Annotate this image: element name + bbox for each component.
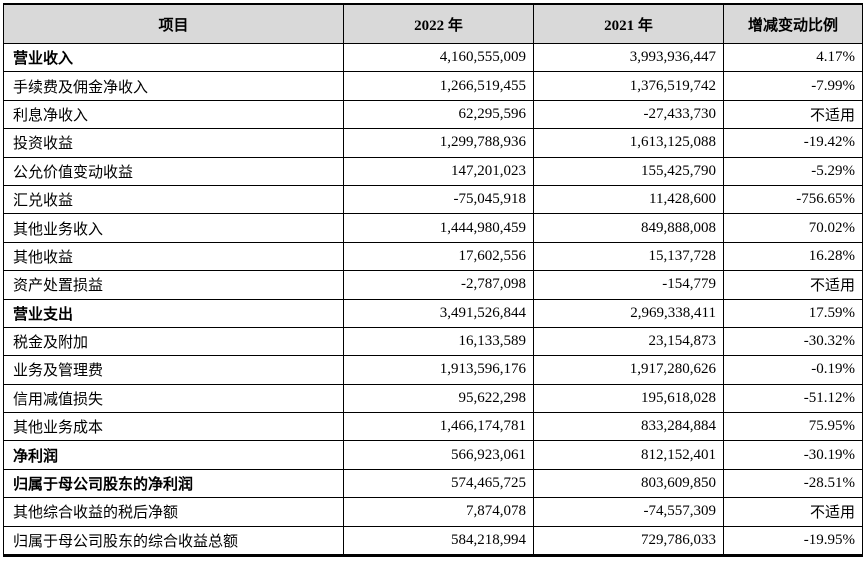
table-row: 其他收益 17,602,556 15,137,728 16.28% xyxy=(3,241,863,272)
value-2022: 1,913,596,176 xyxy=(343,355,534,385)
value-2021: 833,284,884 xyxy=(533,412,724,442)
row-label: 归属于母公司股东的综合收益总额 xyxy=(3,525,344,557)
change-ratio: -19.95% xyxy=(723,525,863,557)
value-2021: 2,969,338,411 xyxy=(533,298,724,328)
value-2021: 15,137,728 xyxy=(533,241,724,272)
change-ratio: 不适用 xyxy=(723,497,863,527)
value-2022: 16,133,589 xyxy=(343,326,534,357)
value-2022: 584,218,994 xyxy=(343,525,534,557)
table-row: 手续费及佣金净收入 1,266,519,455 1,376,519,742 -7… xyxy=(3,71,863,101)
row-label: 税金及附加 xyxy=(3,326,344,357)
table-row: 其他业务收入 1,444,980,459 849,888,008 70.02% xyxy=(3,213,863,243)
change-ratio: 17.59% xyxy=(723,298,863,328)
value-2021: 23,154,873 xyxy=(533,326,724,357)
row-label: 归属于母公司股东的净利润 xyxy=(3,468,344,499)
header-row: 项目 2022 年 2021 年 增减变动比例 xyxy=(3,3,863,44)
value-2021: 3,993,936,447 xyxy=(533,42,724,73)
change-ratio: -30.32% xyxy=(723,326,863,357)
value-2021: 803,609,850 xyxy=(533,468,724,499)
financial-results-table: 项目 2022 年 2021 年 增减变动比例 营业收入 4,160,555,0… xyxy=(3,3,863,558)
value-2021: 849,888,008 xyxy=(533,213,724,243)
row-label: 营业收入 xyxy=(3,42,344,73)
value-2021: 155,425,790 xyxy=(533,156,724,186)
value-2022: 147,201,023 xyxy=(343,156,534,186)
value-2022: 566,923,061 xyxy=(343,440,534,470)
table-row: 归属于母公司股东的综合收益总额 584,218,994 729,786,033 … xyxy=(3,525,863,557)
value-2022: 4,160,555,009 xyxy=(343,42,534,73)
table-row: 信用减值损失 95,622,298 195,618,028 -51.12% xyxy=(3,383,863,414)
table-row: 资产处置损益 -2,787,098 -154,779 不适用 xyxy=(3,270,863,300)
header-change-ratio: 增减变动比例 xyxy=(723,3,863,44)
row-label: 营业支出 xyxy=(3,298,344,328)
value-2022: -2,787,098 xyxy=(343,270,534,300)
value-2022: 1,466,174,781 xyxy=(343,412,534,442)
table-row: 营业支出 3,491,526,844 2,969,338,411 17.59% xyxy=(3,298,863,328)
row-label: 其他收益 xyxy=(3,241,344,272)
change-ratio: -5.29% xyxy=(723,156,863,186)
change-ratio: -0.19% xyxy=(723,355,863,385)
value-2022: 62,295,596 xyxy=(343,99,534,130)
table-row: 净利润 566,923,061 812,152,401 -30.19% xyxy=(3,440,863,470)
change-ratio: 不适用 xyxy=(723,99,863,130)
table-row: 其他综合收益的税后净额 7,874,078 -74,557,309 不适用 xyxy=(3,497,863,527)
value-2022: 1,444,980,459 xyxy=(343,213,534,243)
change-ratio: -756.65% xyxy=(723,184,863,215)
value-2021: -154,779 xyxy=(533,270,724,300)
table-row: 利息净收入 62,295,596 -27,433,730 不适用 xyxy=(3,99,863,130)
change-ratio: -30.19% xyxy=(723,440,863,470)
change-ratio: -7.99% xyxy=(723,71,863,101)
header-year-2021: 2021 年 xyxy=(533,3,724,44)
value-2021: 1,613,125,088 xyxy=(533,128,724,158)
header-year-2022: 2022 年 xyxy=(343,3,534,44)
value-2021: 11,428,600 xyxy=(533,184,724,215)
table-body: 营业收入 4,160,555,009 3,993,936,447 4.17% 手… xyxy=(3,42,863,557)
value-2022: 95,622,298 xyxy=(343,383,534,414)
change-ratio: 4.17% xyxy=(723,42,863,73)
table-row: 其他业务成本 1,466,174,781 833,284,884 75.95% xyxy=(3,412,863,442)
value-2022: 3,491,526,844 xyxy=(343,298,534,328)
change-ratio: 75.95% xyxy=(723,412,863,442)
header-item-column: 项目 xyxy=(3,3,344,44)
change-ratio: -28.51% xyxy=(723,468,863,499)
row-label: 其他综合收益的税后净额 xyxy=(3,497,344,527)
value-2021: -74,557,309 xyxy=(533,497,724,527)
value-2021: 729,786,033 xyxy=(533,525,724,557)
value-2021: 1,917,280,626 xyxy=(533,355,724,385)
row-label: 公允价值变动收益 xyxy=(3,156,344,186)
change-ratio: -19.42% xyxy=(723,128,863,158)
row-label: 投资收益 xyxy=(3,128,344,158)
row-label: 净利润 xyxy=(3,440,344,470)
row-label: 信用减值损失 xyxy=(3,383,344,414)
row-label: 其他业务收入 xyxy=(3,213,344,243)
value-2021: 1,376,519,742 xyxy=(533,71,724,101)
change-ratio: 70.02% xyxy=(723,213,863,243)
row-label: 业务及管理费 xyxy=(3,355,344,385)
row-label: 手续费及佣金净收入 xyxy=(3,71,344,101)
table-row: 归属于母公司股东的净利润 574,465,725 803,609,850 -28… xyxy=(3,468,863,499)
value-2021: -27,433,730 xyxy=(533,99,724,130)
change-ratio: 不适用 xyxy=(723,270,863,300)
value-2021: 195,618,028 xyxy=(533,383,724,414)
table-row: 税金及附加 16,133,589 23,154,873 -30.32% xyxy=(3,326,863,357)
row-label: 资产处置损益 xyxy=(3,270,344,300)
value-2021: 812,152,401 xyxy=(533,440,724,470)
table-header: 项目 2022 年 2021 年 增减变动比例 xyxy=(3,3,863,44)
value-2022: 7,874,078 xyxy=(343,497,534,527)
value-2022: 574,465,725 xyxy=(343,468,534,499)
value-2022: 1,266,519,455 xyxy=(343,71,534,101)
value-2022: 1,299,788,936 xyxy=(343,128,534,158)
change-ratio: -51.12% xyxy=(723,383,863,414)
table-row: 业务及管理费 1,913,596,176 1,917,280,626 -0.19… xyxy=(3,355,863,385)
row-label: 汇兑收益 xyxy=(3,184,344,215)
table-row: 营业收入 4,160,555,009 3,993,936,447 4.17% xyxy=(3,42,863,73)
row-label: 其他业务成本 xyxy=(3,412,344,442)
change-ratio: 16.28% xyxy=(723,241,863,272)
row-label: 利息净收入 xyxy=(3,99,344,130)
value-2022: -75,045,918 xyxy=(343,184,534,215)
value-2022: 17,602,556 xyxy=(343,241,534,272)
table-row: 汇兑收益 -75,045,918 11,428,600 -756.65% xyxy=(3,184,863,215)
table-row: 公允价值变动收益 147,201,023 155,425,790 -5.29% xyxy=(3,156,863,186)
table-row: 投资收益 1,299,788,936 1,613,125,088 -19.42% xyxy=(3,128,863,158)
